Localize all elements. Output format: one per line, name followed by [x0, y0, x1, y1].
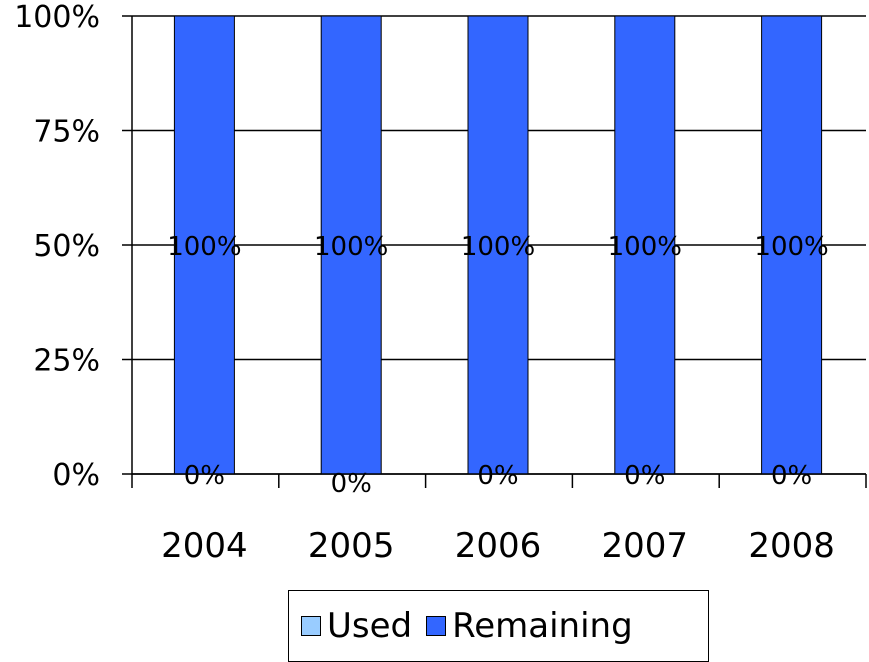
chart: 0% 25% 50% 75% 100% 2004 2005 2006 2007 2008 0% 1… [14, 0, 867, 566]
data-labels: 0% 100% 0% 100% 0% 100% 0% 100% 0% 100% [167, 232, 829, 499]
legend-swatch-used [301, 616, 321, 636]
x-tick-labels: 2004 2005 2006 2007 2008 [161, 526, 835, 566]
y-tick-label: 100% [14, 0, 100, 35]
legend-item-remaining: Remaining [426, 606, 633, 646]
data-label-used-2006: 0% [477, 461, 518, 491]
bar-remaining-2008 [761, 15, 823, 475]
y-tick-label: 25% [33, 344, 100, 379]
y-tick-label: 0% [52, 458, 100, 493]
bar-remaining-2004 [173, 15, 235, 475]
bar-remaining-2007 [614, 15, 676, 475]
legend: Used Remaining [288, 590, 709, 662]
data-label-remaining-2004: 100% [167, 232, 241, 262]
y-tick-label: 50% [33, 229, 100, 264]
y-tick-labels: 0% 25% 50% 75% 100% [14, 0, 100, 493]
data-label-used-2008: 0% [771, 461, 812, 491]
legend-label-remaining: Remaining [452, 606, 633, 646]
y-tick-label: 75% [33, 115, 100, 150]
x-tick-label: 2008 [748, 526, 835, 566]
x-tick-label: 2006 [455, 526, 542, 566]
legend-item-used: Used [301, 606, 412, 646]
x-tick-label: 2007 [602, 526, 689, 566]
data-label-remaining-2005: 100% [314, 232, 388, 262]
legend-swatch-remaining [426, 616, 447, 636]
data-label-remaining-2008: 100% [754, 232, 828, 262]
data-label-used-2005: 0% [331, 469, 372, 499]
axes [122, 15, 867, 488]
data-label-used-2004: 0% [184, 461, 225, 491]
x-tick-label: 2004 [161, 526, 248, 566]
data-label-used-2007: 0% [624, 461, 665, 491]
data-label-remaining-2006: 100% [461, 232, 535, 262]
x-tick-label: 2005 [308, 526, 395, 566]
bar-remaining-2006 [467, 15, 529, 475]
bars [173, 15, 823, 475]
data-label-remaining-2007: 100% [608, 232, 682, 262]
legend-label-used: Used [327, 606, 413, 646]
